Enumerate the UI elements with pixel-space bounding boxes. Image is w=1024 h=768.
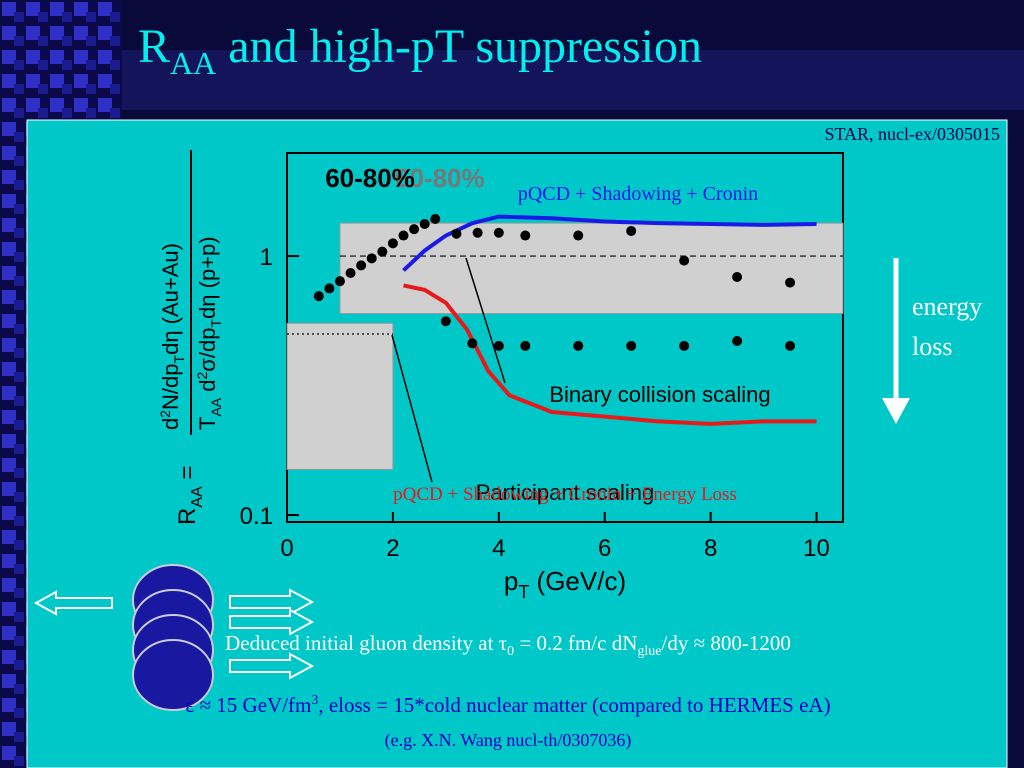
x-tick-label: 0	[280, 535, 293, 562]
point	[520, 340, 531, 351]
x-label-part: (GeV/c)	[529, 566, 626, 596]
band	[122, 50, 1024, 110]
y-label-part: dη (Au+Au)	[158, 243, 183, 355]
curve	[402, 214, 817, 272]
note-part: ≈ 15 GeV/fm	[194, 693, 311, 717]
point	[679, 340, 690, 351]
chart: 0 2 4 6 8 10 0.1 1	[240, 214, 844, 562]
y-label-den: TAA d2σ/dpTdη (p+p)	[194, 236, 224, 430]
y-label-sup: 2	[194, 372, 210, 380]
note-part: τ	[499, 631, 507, 655]
pointer	[465, 257, 506, 384]
point	[732, 272, 743, 283]
slide-title: RAA and high-pT suppression	[138, 20, 702, 81]
point	[430, 214, 441, 225]
point	[472, 227, 483, 238]
note: ε ≈ 15 GeV/fm3, eloss = 15*cold nuclear …	[185, 693, 830, 717]
point	[419, 218, 430, 229]
band	[286, 322, 394, 470]
point	[387, 238, 398, 249]
point	[313, 291, 324, 302]
x-tick-label: 8	[704, 535, 717, 562]
point	[493, 340, 504, 351]
y-label-lhs: RAA =	[174, 466, 206, 525]
centrality-shadow: 60-80%	[395, 163, 485, 193]
note-part: ε	[185, 693, 194, 717]
y-label-part: σ/dp	[195, 328, 220, 372]
note: Deduced initial gluon density at τ0 = 0.…	[225, 631, 791, 659]
arrow-head	[882, 398, 910, 424]
note: (e.g. X.N. Wang nucl-th/0307036)	[385, 730, 632, 751]
note-part: /dy ≈ 800-1200	[661, 631, 790, 655]
note-sup: 3	[311, 693, 318, 708]
x-tick-label: 6	[598, 535, 611, 562]
note-part: , eloss = 15*cold nuclear matter (compar…	[318, 693, 830, 717]
point	[409, 224, 420, 235]
y-label-part: =	[174, 466, 201, 487]
side-label: loss	[912, 332, 952, 361]
point	[324, 283, 335, 294]
x-tick-label: 4	[492, 535, 505, 562]
x-label-part: p	[504, 566, 518, 596]
point	[679, 255, 690, 266]
y-label-part: N/dp	[158, 363, 183, 409]
y-label-part: d	[158, 418, 183, 430]
side-label: energy	[912, 292, 982, 321]
title-part: R	[138, 20, 170, 73]
point	[440, 316, 451, 327]
source: STAR, nucl-ex/0305015	[824, 124, 1000, 144]
y-tick-label: 0.1	[240, 503, 273, 530]
point	[785, 340, 796, 351]
pointer	[391, 334, 433, 483]
y-label-sup: 2	[157, 410, 173, 418]
point	[451, 228, 462, 239]
title-sub: AA	[170, 45, 216, 81]
point	[573, 230, 584, 241]
point	[732, 335, 743, 346]
point	[398, 230, 409, 241]
curve-label: pQCD + Shadowing + Cronin	[518, 183, 758, 205]
point	[345, 268, 356, 279]
band	[339, 222, 844, 315]
point	[573, 340, 584, 351]
y-tick-label: 1	[260, 244, 273, 271]
y-label-sub: T	[171, 354, 187, 363]
point	[520, 230, 531, 241]
y-label-part: R	[174, 508, 201, 525]
point	[334, 276, 345, 287]
y-label-sub: AA	[189, 486, 206, 508]
band-label: Binary collision scaling	[549, 382, 770, 407]
point	[626, 225, 637, 236]
curve-label: pQCD + Shadowing + Cronin + Energy Loss	[393, 484, 737, 505]
y-label-num: d2N/dpTdη (Au+Au)	[157, 243, 187, 430]
y-label-part: d	[195, 380, 220, 398]
point	[377, 246, 388, 257]
x-tick-label: 2	[386, 535, 399, 562]
point	[626, 340, 637, 351]
centrality: 60-80%	[325, 163, 415, 193]
x-axis-label: pT (GeV/c)	[504, 566, 626, 602]
note-part: Deduced initial gluon density at	[225, 631, 499, 655]
curve	[403, 283, 817, 426]
x-tick-label: 10	[803, 535, 830, 562]
y-label-sub: AA	[208, 397, 224, 416]
band-label: Participant scaling	[476, 480, 655, 505]
y-axis-label: RAA = d2N/dpTdη (Au+Au) TAA d2σ/dpTdη (p…	[157, 150, 224, 525]
note-sub: 0	[507, 644, 514, 659]
x-label-sub: T	[518, 582, 529, 602]
y-label-part: dη (p+p)	[195, 236, 220, 319]
point	[467, 338, 478, 349]
title-part: and high-pT suppression	[216, 20, 702, 73]
point	[366, 253, 377, 264]
point	[785, 277, 796, 288]
point	[356, 260, 367, 271]
note-sub: glue	[637, 644, 661, 659]
nuclei-illustration	[33, 564, 315, 711]
y-label-part: T	[195, 417, 220, 430]
note-part: = 0.2 fm/c dN	[514, 631, 637, 655]
point	[493, 227, 504, 238]
y-label-sub: T	[208, 319, 224, 328]
